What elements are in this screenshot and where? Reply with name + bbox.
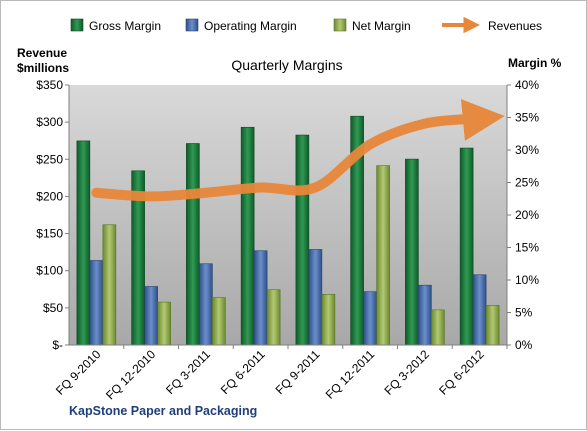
right-axis-tick-label: 40% [515,78,539,92]
chart-title: Quarterly Margins [231,57,342,73]
left-axis-tick-label: $50 [43,301,63,315]
gross-margin-bar [186,143,200,346]
net-margin-bar [321,293,336,346]
gross-margin-bar [405,158,419,346]
operating-margin-bar [253,250,268,346]
operating-margin-bar [89,260,104,346]
x-axis-tick-label: FQ 3-2011 [163,347,213,397]
legend-swatch-operating-margin [185,18,199,32]
net-margin-bar [102,224,117,346]
left-axis-label-line1: Revenue [17,46,67,60]
operating-margin-bar [308,249,323,346]
legend-swatch-gross-margin [70,18,84,32]
left-axis-tick-label: $- [52,338,63,352]
x-axis-tick-label: FQ 9-2011 [273,347,323,397]
gross-margin-bar [459,147,474,346]
left-axis-tick-label: $150 [36,227,63,241]
x-axis-tick-label: FQ 12-2010 [103,347,158,402]
left-axis-tick-label: $250 [36,152,63,166]
net-margin-bar [485,305,500,346]
left-axis-tick-label: $300 [36,115,63,129]
right-axis-tick-label: 15% [515,241,539,255]
legend-label-gross-margin: Gross Margin [89,19,161,33]
right-axis-tick-label: 20% [515,208,539,222]
operating-margin-bar [363,291,377,346]
operating-margin-bar [472,274,487,346]
net-margin-bar [431,309,445,346]
x-axis-tick-label: FQ 6-2011 [218,347,268,397]
gross-margin-bar [76,140,91,346]
x-axis-tick-label: FQ 12-2011 [323,347,378,402]
left-axis-label-line2: $millions [17,61,69,75]
operating-margin-bar [199,263,213,346]
left-axis-tick-label: $200 [36,189,63,203]
right-axis-tick-label: 10% [515,273,539,287]
gross-margin-bar [295,134,310,346]
net-margin-bar [376,165,390,346]
right-axis-tick-label: 35% [515,111,539,125]
net-margin-bar [157,301,171,346]
left-axis-tick-label: $350 [36,78,63,92]
legend-label-net-margin: Net Margin [352,19,411,33]
right-axis-tick-label: 25% [515,176,539,190]
x-axis-tick-label: FQ 3-2012 [382,347,433,398]
operating-margin-bar [144,286,158,346]
right-axis-label: Margin % [508,56,562,70]
x-axis-tick-label: FQ 9-2010 [53,347,104,398]
x-axis-tick-label: FQ 6-2012 [436,347,487,398]
left-axis-tick-label: $100 [36,264,63,278]
operating-margin-bar [418,284,432,346]
legend-label-operating-margin: Operating Margin [204,19,297,33]
right-axis-tick-label: 5% [515,306,533,320]
company-name: KapStone Paper and Packaging [69,404,257,418]
legend-swatch-net-margin [333,18,347,32]
net-margin-bar [212,297,226,346]
right-axis-tick-label: 0% [515,338,533,352]
gross-margin-bar [240,126,255,346]
net-margin-bar [266,289,281,346]
revenues-line [91,99,505,202]
right-axis-tick-label: 30% [515,143,539,157]
legend-label-revenues: Revenues [488,19,542,33]
